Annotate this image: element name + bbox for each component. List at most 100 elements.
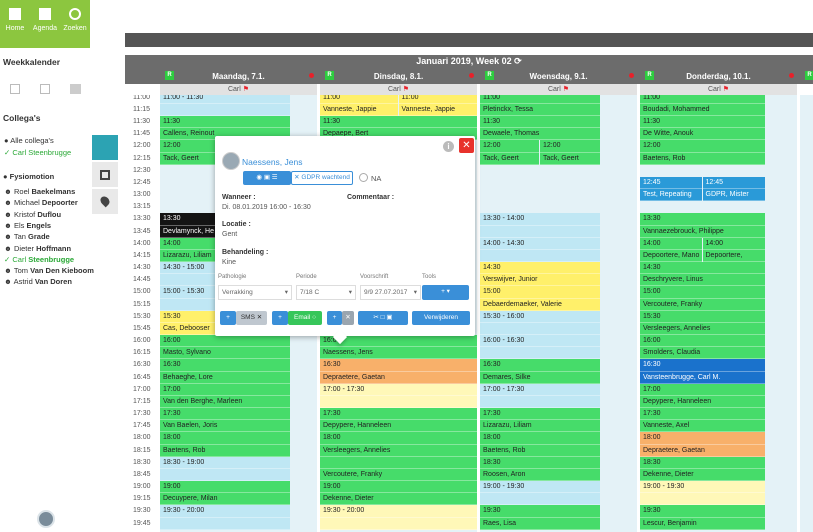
appointment-cell[interactable]: Roosen, Aron xyxy=(480,468,600,482)
tab-location[interactable] xyxy=(92,189,118,215)
appointment-cell[interactable]: 17:30 xyxy=(320,408,477,421)
appointment-cell[interactable]: 18:30 - 19:00 xyxy=(160,456,290,469)
appointment-cell[interactable]: 19:30 xyxy=(640,505,765,518)
user-avatar[interactable] xyxy=(37,510,55,528)
appointment-cell[interactable] xyxy=(320,456,477,469)
appointment-cell[interactable]: 17:30 xyxy=(160,408,290,421)
field-select[interactable]: Verrakking ▾ xyxy=(218,285,292,300)
appointment-cell[interactable]: Dewaele, Thomas xyxy=(480,128,600,141)
nav-item[interactable]: Zoeken xyxy=(61,8,89,32)
appointment-cell[interactable]: Lizarazu, Liliam xyxy=(480,420,600,433)
appointment-cell[interactable]: Decuypere, Milan xyxy=(160,493,290,506)
appointment-cell[interactable]: Baetens, Rob xyxy=(480,444,600,457)
appointment-cell[interactable]: 18:30 xyxy=(480,456,600,469)
appointment-cell[interactable]: Raes, Lisa xyxy=(480,517,600,530)
appointment-cell[interactable]: 17:00 xyxy=(160,383,290,396)
appointment-cell[interactable]: 18:00 xyxy=(480,432,600,445)
appointment-cell[interactable]: Vercoutere, Franky xyxy=(320,468,477,482)
appointment-cell[interactable]: 13:30 xyxy=(640,213,765,226)
me[interactable]: ✓ Carl Steenbrugge xyxy=(4,148,72,157)
appointment-cell[interactable]: 11:30 xyxy=(320,116,477,129)
appointment-cell[interactable]: 16:30 xyxy=(480,359,600,372)
appointment-cell[interactable]: Lescur, Benjamin xyxy=(640,517,765,530)
tab-list[interactable] xyxy=(92,162,118,188)
appointment-cell[interactable] xyxy=(480,395,600,409)
appointment-cell[interactable]: 17:00 - 17:30 xyxy=(480,383,600,396)
appointment-cell[interactable]: 14:30 xyxy=(640,262,765,275)
appointment-cell[interactable]: 19:30 - 20:00 xyxy=(160,505,290,518)
appointment-cell[interactable]: Versleegers, Annelies xyxy=(320,444,477,457)
appointment-cell[interactable]: Depraetere, Gaetan xyxy=(640,444,765,457)
action-icons[interactable]: ◉ ▣ ☰ xyxy=(243,171,291,185)
calendar-day-icon[interactable] xyxy=(10,84,20,94)
appointment-cell[interactable]: 19:00 xyxy=(320,481,477,494)
appointment-cell[interactable]: Tack, Geert xyxy=(480,152,539,165)
member[interactable]: ☻ Michael Depoorter xyxy=(4,198,78,207)
appointment-cell[interactable]: 16:30 xyxy=(160,359,290,372)
all-colleagues[interactable]: ● Alle collega's xyxy=(4,136,54,145)
appointment-cell[interactable] xyxy=(320,517,477,530)
appointment-cell[interactable]: Depraetere, Gaetan xyxy=(320,371,477,384)
appointment-cell[interactable]: 19:00 - 19:30 xyxy=(480,481,600,494)
appointment-cell[interactable]: 11:00 xyxy=(480,95,600,104)
email-button[interactable]: Email ○ xyxy=(288,311,322,325)
appointment-cell[interactable]: 11:30 xyxy=(480,116,600,129)
appointment-cell[interactable] xyxy=(480,249,600,263)
appointment-cell[interactable]: 11:00 - 11:30 xyxy=(160,95,290,104)
appointment-cell[interactable] xyxy=(320,395,477,409)
appointment-cell[interactable]: 11:00 xyxy=(320,95,398,104)
appointment-cell[interactable]: 17:30 xyxy=(640,408,765,421)
appointment-cell[interactable]: De Witte, Anouk xyxy=(640,128,765,141)
appointment-cell[interactable]: Behaeghe, Lore xyxy=(160,371,290,384)
member[interactable]: ☻ Tan Grade xyxy=(4,232,50,241)
appointment-cell[interactable]: Vanneste, Jappie xyxy=(320,103,398,117)
appointment-cell[interactable]: 16:30 xyxy=(640,359,765,372)
appointment-cell[interactable]: 11:30 xyxy=(160,116,290,129)
appointment-cell[interactable] xyxy=(160,103,290,117)
appointment-cell[interactable]: Versleegers, Annelies xyxy=(640,322,765,336)
appointment-cell[interactable]: Vannaezebrouck, Philippe xyxy=(640,225,765,238)
patient-name[interactable]: Naessens, Jens xyxy=(242,157,303,167)
member[interactable]: ✓ Carl Steenbrugge xyxy=(4,255,74,264)
appointment-cell[interactable]: Baetens, Rob xyxy=(160,444,290,457)
remove-button[interactable]: ✕ xyxy=(342,311,354,325)
field-select[interactable]: 7/18 C ▾ xyxy=(296,285,356,300)
appointment-cell[interactable]: 14:00 - 14:30 xyxy=(480,237,600,250)
appointment-cell[interactable]: Masto, Sylvano xyxy=(160,347,290,360)
appointment-cell[interactable]: 12:00 xyxy=(640,140,765,153)
member[interactable]: ☻ Kristof Duflou xyxy=(4,210,61,219)
appointment-cell[interactable]: 19:00 - 19:30 xyxy=(640,481,765,494)
appointment-cell[interactable]: 18:00 xyxy=(320,432,477,445)
appointment-cell[interactable]: 19:30 xyxy=(480,505,600,518)
sms-add[interactable]: + xyxy=(220,311,236,325)
appointment-cell[interactable]: Smolders, Claudia xyxy=(640,347,765,360)
appointment-cell[interactable]: Depypere, Hanneleen xyxy=(320,420,477,433)
na-radio[interactable] xyxy=(359,173,368,182)
appointment-cell[interactable]: 12:00 xyxy=(480,140,539,153)
add-button[interactable]: + xyxy=(327,311,342,325)
appointment-cell[interactable]: Verswijver, Junior xyxy=(480,274,600,287)
member[interactable]: ☻ Astrid Van Doren xyxy=(4,277,72,286)
tools-button[interactable]: + ▾ xyxy=(422,285,469,300)
appointment-cell[interactable]: 13:30 - 14:00 xyxy=(480,213,600,226)
appointment-cell[interactable]: 15:30 xyxy=(640,310,765,323)
appointment-cell[interactable]: Baetens, Rob xyxy=(640,152,765,165)
appointment-cell[interactable] xyxy=(160,468,290,482)
appointment-cell[interactable]: 18:00 xyxy=(640,432,765,445)
appointment-cell[interactable]: 16:00 xyxy=(640,335,765,348)
appointment-cell[interactable]: GDPR, Mister xyxy=(702,189,765,202)
member[interactable]: ☻ Tom Van Den Kieboom xyxy=(4,266,94,275)
appointment-cell[interactable]: Vercoutere, Franky xyxy=(640,298,765,311)
appointment-cell[interactable]: Boudadi, Mohammed xyxy=(640,103,765,117)
gdpr-button[interactable]: ✕ GDPR wachtend xyxy=(291,171,353,185)
appointment-cell[interactable] xyxy=(480,322,600,336)
appointment-cell[interactable]: 19:30 - 20:00 xyxy=(320,505,477,518)
appointment-cell[interactable]: 12:00 xyxy=(540,140,600,153)
appointment-cell[interactable]: 14:00 xyxy=(640,237,702,250)
appointment-cell[interactable]: 17:00 xyxy=(640,383,765,396)
member[interactable]: ☻ Els Engels xyxy=(4,221,51,230)
nav-item[interactable]: Agenda xyxy=(31,8,59,32)
appointment-cell[interactable]: Vansteenbrugge, Carl M. xyxy=(640,371,765,384)
appointment-cell[interactable]: Vanneste, Axel xyxy=(640,420,765,433)
appointment-cell[interactable]: Depoortere, xyxy=(702,249,765,263)
